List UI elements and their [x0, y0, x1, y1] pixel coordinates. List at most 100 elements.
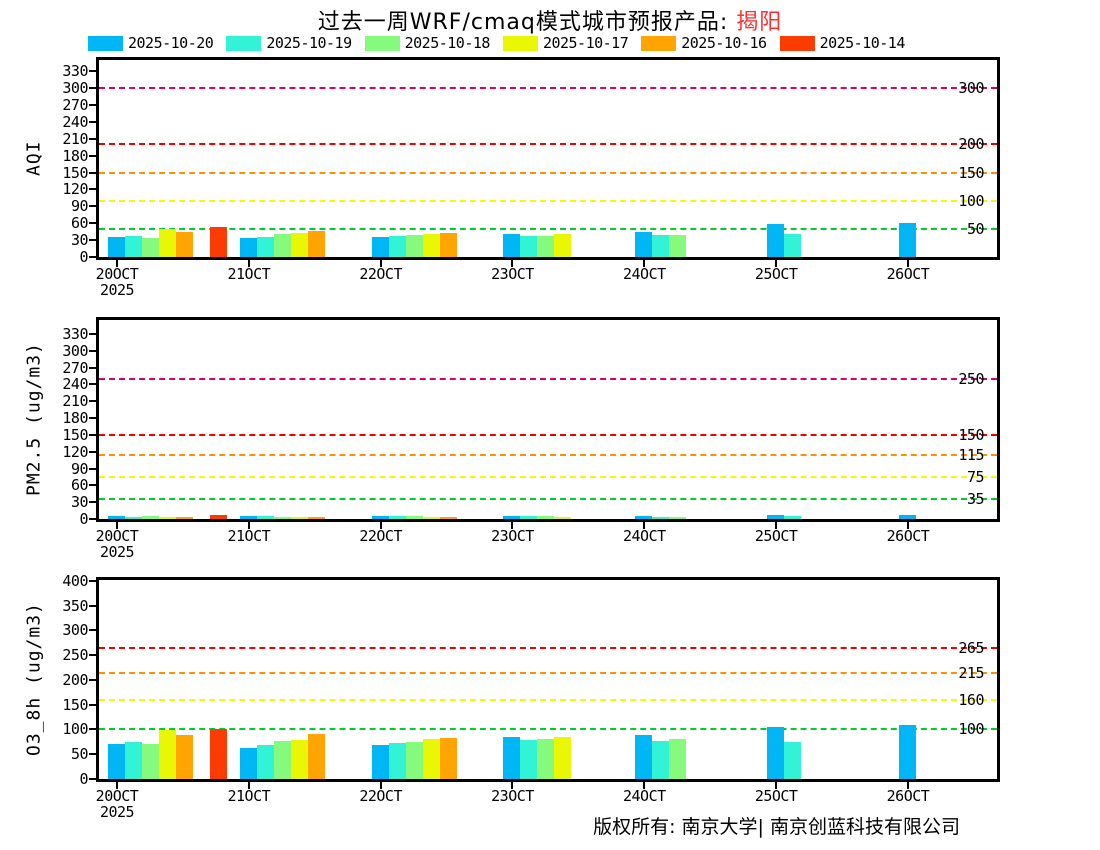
bar	[898, 724, 916, 779]
y-tick-label: 330	[62, 325, 88, 343]
bar	[635, 516, 653, 519]
bar	[239, 238, 257, 257]
y-tick-mark	[89, 778, 96, 780]
legend-label: 2025-10-19	[266, 34, 352, 52]
y-tick-mark	[89, 70, 96, 73]
bar	[290, 233, 308, 257]
guide-line-label: 35	[966, 490, 985, 509]
legend-label: 2025-10-17	[542, 34, 629, 52]
y-tick-label: 300	[62, 621, 88, 640]
bar	[767, 727, 785, 779]
y-tick-label: 100	[62, 720, 88, 739]
bar	[210, 728, 227, 779]
guide-line	[99, 199, 997, 202]
y-tick-label: 0	[79, 248, 88, 266]
legend-swatch	[502, 35, 538, 51]
bar	[210, 227, 227, 257]
y-tick-mark	[89, 383, 96, 386]
bar	[503, 737, 521, 779]
legend-label: 2025-10-16	[681, 34, 767, 52]
bar	[439, 737, 457, 779]
bar	[503, 233, 521, 257]
x-tick-label: 22OCT	[359, 527, 402, 545]
y-tick-label: 150	[62, 695, 88, 714]
bar	[784, 234, 802, 257]
guide-line-label: 265	[958, 638, 984, 657]
bar	[142, 237, 159, 257]
guide-line-label: 215	[958, 663, 984, 682]
bar	[210, 514, 227, 519]
bar	[767, 514, 785, 519]
bar	[142, 515, 159, 519]
guide-line	[99, 227, 997, 230]
legend-item: 2025-10-20	[88, 34, 214, 52]
bar	[652, 235, 670, 257]
bar	[371, 745, 389, 779]
legend-swatch	[88, 35, 123, 51]
bar	[176, 516, 193, 519]
bar	[405, 515, 423, 519]
x-tick-mark	[643, 782, 646, 789]
bar	[669, 235, 687, 257]
y-tick-label: 400	[62, 571, 88, 590]
bar	[554, 233, 572, 257]
bar	[159, 228, 176, 257]
y-tick-mark	[89, 467, 96, 470]
legend: 2025-10-20 2025-10-19 2025-10-18 2025-10-17…	[88, 34, 905, 52]
y-tick-label: 240	[62, 375, 88, 394]
x-tick-label: 22OCT	[359, 787, 402, 805]
bar	[422, 234, 440, 257]
legend-item: 2025-10-16	[641, 34, 767, 52]
y-tick-mark	[89, 654, 96, 657]
guide-line	[99, 143, 997, 146]
x-tick-label: 26OCT	[886, 527, 930, 545]
x-tick-mark	[643, 522, 646, 529]
bar	[125, 742, 142, 779]
bar	[635, 734, 653, 779]
y-tick-mark	[89, 205, 96, 208]
y-tick-mark	[89, 518, 96, 520]
x-tick-label: 25OCT	[754, 265, 798, 283]
guide-line-label: 75	[966, 467, 985, 486]
x-tick-mark	[906, 782, 909, 789]
x-tick-label: 21OCT	[227, 265, 271, 283]
x-tick-mark	[775, 782, 778, 789]
bar	[239, 516, 257, 519]
y-tick-mark	[89, 154, 96, 157]
y-tick-label: 210	[62, 129, 88, 148]
y-tick-mark	[89, 87, 96, 90]
legend-item: 2025-10-19	[226, 34, 352, 52]
y-tick-label: 240	[62, 112, 88, 131]
guide-line	[99, 171, 997, 174]
bar	[422, 517, 440, 519]
y-tick-label: 0	[79, 770, 88, 788]
guide-line-label: 200	[958, 135, 984, 154]
bar	[405, 235, 423, 257]
y-tick-label: 120	[62, 442, 88, 461]
bar	[108, 743, 125, 779]
y-tick-label: 350	[62, 596, 88, 615]
y-tick-mark	[89, 333, 96, 335]
o3-panel	[96, 577, 1000, 782]
y-tick-mark	[89, 239, 96, 242]
y-tick-mark	[89, 417, 96, 420]
y-tick-label: 200	[62, 670, 88, 689]
x-tick-label: 26OCT	[886, 265, 930, 283]
bar	[125, 236, 142, 257]
y-tick-label: 210	[62, 392, 88, 411]
bar	[307, 516, 325, 519]
legend-swatch	[779, 35, 815, 51]
bar	[388, 236, 406, 257]
guide-line	[99, 87, 997, 90]
legend-swatch	[364, 35, 400, 51]
legend-item: 2025-10-18	[364, 34, 490, 52]
bar	[405, 741, 423, 779]
x-tick-label: 24OCT	[622, 527, 666, 545]
x-tick-mark	[906, 260, 909, 267]
bar	[554, 736, 572, 779]
bar	[898, 222, 916, 257]
y-tick-mark	[89, 501, 96, 504]
bar	[273, 516, 291, 519]
bar	[307, 733, 325, 779]
